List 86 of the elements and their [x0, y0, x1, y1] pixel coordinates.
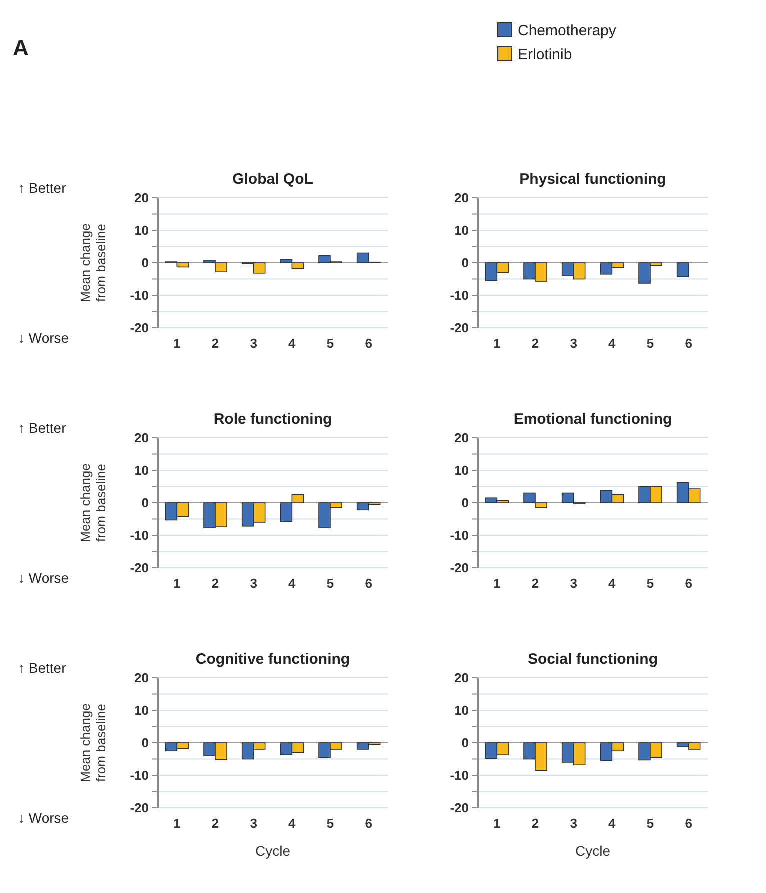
x-tick-label: 6 [685, 576, 692, 591]
y-tick-label: 20 [454, 670, 469, 686]
x-tick-label: 2 [532, 576, 540, 591]
x-tick-label: 2 [212, 336, 220, 351]
x-tick-label: 1 [174, 576, 181, 591]
y-tick-label: -10 [450, 528, 469, 544]
y-tick-label: -10 [450, 768, 469, 784]
y-tick-label: 0 [142, 496, 149, 511]
y-axis-title: Mean change from baseline [78, 464, 109, 542]
x-tick-label: 1 [494, 576, 501, 591]
text: ↑ Better [18, 180, 67, 196]
y-tick-label: -10 [130, 528, 149, 544]
y-tick-label: -20 [450, 320, 469, 336]
x-tick-label: 3 [570, 576, 578, 591]
x-tick-label: 5 [326, 816, 334, 831]
x-tick-label: 4 [608, 336, 617, 351]
text: ↑ Better [18, 660, 67, 676]
y-axis-title: Mean change from baseline [78, 224, 109, 302]
y-tick-label: -20 [130, 320, 149, 336]
x-tick-label: 3 [250, 576, 258, 591]
x-tick-label: 2 [212, 816, 220, 831]
x-tick-label: 5 [646, 336, 654, 351]
x-tick-label: 4 [608, 576, 617, 591]
y-axis-title: Mean change from baseline [78, 704, 109, 782]
x-tick-label: 4 [608, 816, 617, 831]
y-tick-label: 20 [134, 670, 149, 686]
chart-title: Physical functioning [520, 171, 666, 188]
text: ↓ Worse [18, 330, 70, 346]
y-tick-label: 20 [134, 190, 149, 206]
y-tick-label: -10 [130, 288, 149, 304]
x-tick-label: 4 [288, 336, 297, 351]
y-tick-label: 10 [454, 223, 469, 238]
y-tick-label: -10 [450, 288, 469, 304]
x-tick-label: 5 [646, 576, 654, 591]
y-tick-label: 0 [462, 256, 469, 271]
x-tick-label: 3 [250, 336, 258, 351]
x-tick-label: 2 [532, 816, 540, 831]
x-tick-label: 2 [532, 336, 540, 351]
chart-title: Cognitive functioning [196, 651, 350, 668]
chart-title: Social functioning [528, 651, 658, 668]
y-tick-label: 0 [142, 256, 149, 271]
y-tick-label: 10 [134, 223, 149, 238]
text: ↓ Worse [18, 810, 70, 826]
x-tick-label: 6 [685, 336, 692, 351]
text: ↑ Better [18, 420, 67, 436]
x-tick-label: 5 [326, 576, 334, 591]
y-tick-label: 20 [454, 430, 469, 446]
y-tick-label: 10 [134, 463, 149, 478]
x-tick-label: 2 [212, 576, 220, 591]
x-tick-label: 3 [570, 336, 578, 351]
y-tick-label: 20 [454, 190, 469, 206]
x-axis-title: Cycle [575, 843, 611, 859]
y-tick-label: 10 [134, 703, 149, 718]
x-tick-label: 3 [570, 816, 578, 831]
x-tick-label: 6 [365, 576, 372, 591]
x-axis-title: Cycle [255, 843, 291, 859]
y-tick-label: 0 [462, 736, 469, 751]
x-tick-label: 4 [288, 576, 297, 591]
x-tick-label: 4 [288, 816, 297, 831]
chart-title: Emotional functioning [514, 411, 672, 428]
x-tick-label: 6 [365, 816, 372, 831]
x-tick-label: 6 [365, 336, 372, 351]
x-tick-label: 5 [646, 816, 654, 831]
text: ↓ Worse [18, 570, 70, 586]
y-tick-label: -20 [130, 560, 149, 576]
legend-label: Chemotherapy [518, 22, 617, 40]
chart-title: Role functioning [214, 411, 332, 428]
x-tick-label: 6 [685, 816, 692, 831]
y-tick-label: 10 [454, 463, 469, 478]
y-tick-label: 0 [462, 496, 469, 511]
y-tick-label: -10 [130, 768, 149, 784]
text: A [13, 36, 29, 61]
y-tick-label: -20 [450, 800, 469, 816]
x-tick-label: 1 [174, 336, 181, 351]
y-tick-label: 20 [134, 430, 149, 446]
chart-title: Global QoL [232, 171, 314, 188]
legend-label: Erlotinib [518, 46, 572, 64]
x-tick-label: 1 [494, 816, 501, 831]
x-tick-label: 1 [174, 816, 181, 831]
y-tick-label: -20 [450, 560, 469, 576]
y-tick-label: 10 [454, 703, 469, 718]
x-tick-label: 1 [494, 336, 501, 351]
y-tick-label: -20 [130, 800, 149, 816]
x-tick-label: 3 [250, 816, 258, 831]
y-tick-label: 0 [142, 736, 149, 751]
x-tick-label: 5 [326, 336, 334, 351]
